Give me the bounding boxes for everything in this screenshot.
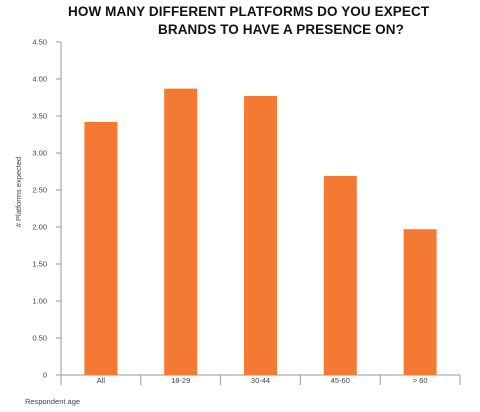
bar <box>164 88 198 376</box>
y-tick-label: 1.00 <box>32 297 47 306</box>
y-tick-label: 1.50 <box>32 260 47 269</box>
bar <box>323 175 357 375</box>
y-axis-label: # Platforms expected <box>14 157 23 227</box>
y-tick-label: 2.50 <box>32 186 47 195</box>
y-tick-label: 0.50 <box>32 334 47 343</box>
x-axis: All 18-29 30-44 45-60 > 60 <box>60 374 461 385</box>
x-tick-label: 30-44 <box>251 376 270 385</box>
bar <box>244 96 277 376</box>
y-tick-label: 2.00 <box>32 223 47 232</box>
y-axis: 0 0.50 1.00 1.50 2.00 2.50 3.00 3.50 4.00 4.50 <box>32 38 62 380</box>
x-tick-label: > 60 <box>413 376 428 385</box>
x-tick-label: All <box>97 376 106 385</box>
y-tick-label: 0 <box>43 371 47 380</box>
bar <box>403 229 437 375</box>
chart-title-line-2: BRANDS TO HAVE A PRESENCE ON? <box>158 22 404 37</box>
y-tick-label: 4.50 <box>32 38 47 47</box>
bars <box>84 88 437 376</box>
x-axis-label: Respondent age <box>25 397 80 406</box>
bar <box>84 121 118 375</box>
x-tick-label: 45-60 <box>331 376 350 385</box>
x-tick-label: 18-29 <box>171 376 190 385</box>
y-tick-label: 3.00 <box>32 149 47 158</box>
chart-title-line-1: HOW MANY DIFFERENT PLATFORMS DO YOU EXPE… <box>68 4 430 19</box>
y-tick-label: 4.00 <box>32 75 47 84</box>
y-tick-label: 3.50 <box>32 112 47 121</box>
